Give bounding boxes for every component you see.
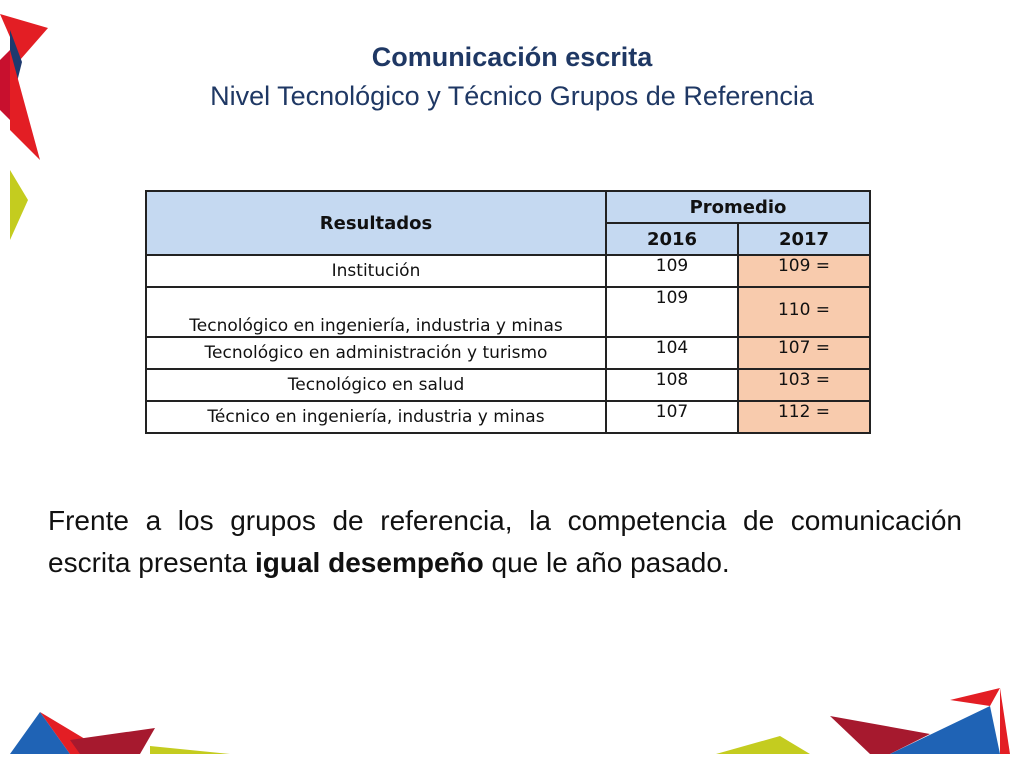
value-2017: 103 = bbox=[737, 368, 871, 402]
row-label: Institución bbox=[145, 254, 607, 288]
col-header-2017: 2017 bbox=[737, 222, 871, 256]
row-label: Tecnológico en administración y turismo bbox=[145, 336, 607, 370]
table-row: Tecnológico en salud 108 103 = bbox=[145, 368, 871, 402]
row-label: Tecnológico en ingeniería, industria y m… bbox=[145, 286, 607, 338]
table-row: Técnico en ingeniería, industria y minas… bbox=[145, 400, 871, 434]
col-header-2016: 2016 bbox=[605, 222, 739, 256]
decorative-shapes-bottom-right bbox=[716, 688, 1010, 754]
page-subtitle: Nivel Tecnológico y Técnico Grupos de Re… bbox=[210, 81, 814, 111]
results-table: Resultados Promedio 2016 2017 Institució… bbox=[145, 190, 871, 434]
value-2017: 109 = bbox=[737, 254, 871, 288]
col-header-average: Promedio bbox=[605, 190, 871, 224]
table-row: Institución 109 109 = bbox=[145, 254, 871, 288]
value-2016: 109 bbox=[605, 286, 739, 338]
value-2016: 109 bbox=[605, 254, 739, 288]
col-header-results: Resultados bbox=[145, 190, 607, 256]
decorative-shapes-left bbox=[0, 14, 48, 240]
value-2017: 107 = bbox=[737, 336, 871, 370]
summary-text-bold: igual desempeño bbox=[255, 547, 484, 578]
decorative-shapes-bottom-left bbox=[10, 712, 230, 754]
summary-text-end: que le año pasado. bbox=[483, 547, 730, 578]
table-year-row: 2016 2017 bbox=[146, 222, 871, 256]
title-block: Comunicación escrita Nivel Tecnológico y… bbox=[0, 38, 1024, 116]
value-2017: 112 = bbox=[737, 400, 871, 434]
value-2017: 110 = bbox=[737, 286, 871, 338]
page-title: Comunicación escrita bbox=[371, 42, 653, 72]
table-row: Tecnológico en administración y turismo … bbox=[145, 336, 871, 370]
row-label: Tecnológico en salud bbox=[145, 368, 607, 402]
value-2016: 108 bbox=[605, 368, 739, 402]
value-2016: 104 bbox=[605, 336, 739, 370]
summary-paragraph: Frente a los grupos de referencia, la co… bbox=[48, 500, 962, 584]
table-row: Tecnológico en ingeniería, industria y m… bbox=[145, 286, 871, 338]
row-label: Técnico en ingeniería, industria y minas bbox=[145, 400, 607, 434]
summary-text-start: Frente a los grupos de referencia, la co… bbox=[48, 505, 962, 578]
table-header-row: Resultados Promedio bbox=[145, 190, 871, 256]
value-2016: 107 bbox=[605, 400, 739, 434]
